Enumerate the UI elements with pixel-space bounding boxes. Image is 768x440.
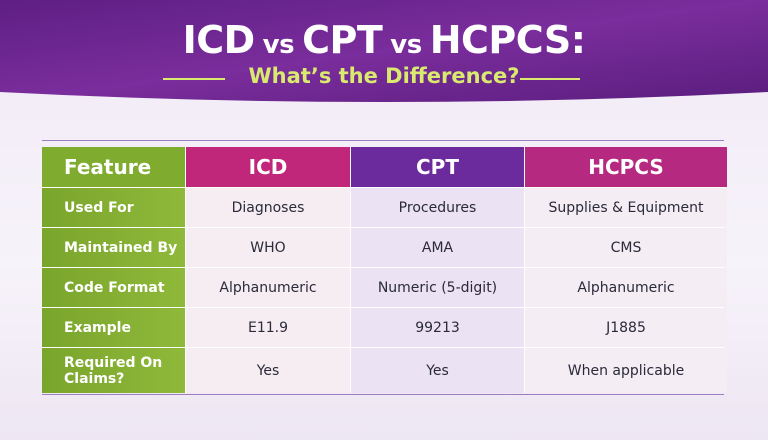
header-cell: CPT [351,147,524,187]
row-label: Example [42,308,185,347]
title-part: CPT [302,18,383,62]
rule [163,78,225,80]
table-cell: Yes [351,348,524,393]
comparison-table: Feature ICD CPT HCPCS Used For Diagnoses Proce… [42,147,727,393]
table-cell: When applicable [525,348,727,393]
table-cell: Supplies & Equipment [525,188,727,227]
title: ICD vs CPT vs HCPCS: [0,18,768,62]
divider [42,394,724,395]
table-cell: Alphanumeric [525,268,727,307]
table-cell: AMA [351,228,524,267]
title-part: HCPCS: [429,18,586,62]
subtitle: What’s the Difference? [248,64,520,88]
row-label: Required On Claims? [42,348,185,393]
table-cell: E11.9 [186,308,350,347]
table-cell: Diagnoses [186,188,350,227]
rule [520,78,580,80]
table-cell: WHO [186,228,350,267]
row-label: Code Format [42,268,185,307]
table-cell: Numeric (5-digit) [351,268,524,307]
table-cell: CMS [525,228,727,267]
header-cell: Feature [42,147,185,187]
table-cell: Yes [186,348,350,393]
table-cell: 99213 [351,308,524,347]
row-label: Used For [42,188,185,227]
title-part: vs [390,30,422,60]
title-part: vs [262,30,295,60]
header-cell: HCPCS [525,147,727,187]
table-cell: Procedures [351,188,524,227]
title-part: ICD [182,18,256,62]
header-cell: ICD [186,147,350,187]
table-cell: Alphanumeric [186,268,350,307]
row-label: Maintained By [42,228,185,267]
header-band [0,0,768,102]
table-cell: J1885 [525,308,727,347]
divider [42,140,724,141]
